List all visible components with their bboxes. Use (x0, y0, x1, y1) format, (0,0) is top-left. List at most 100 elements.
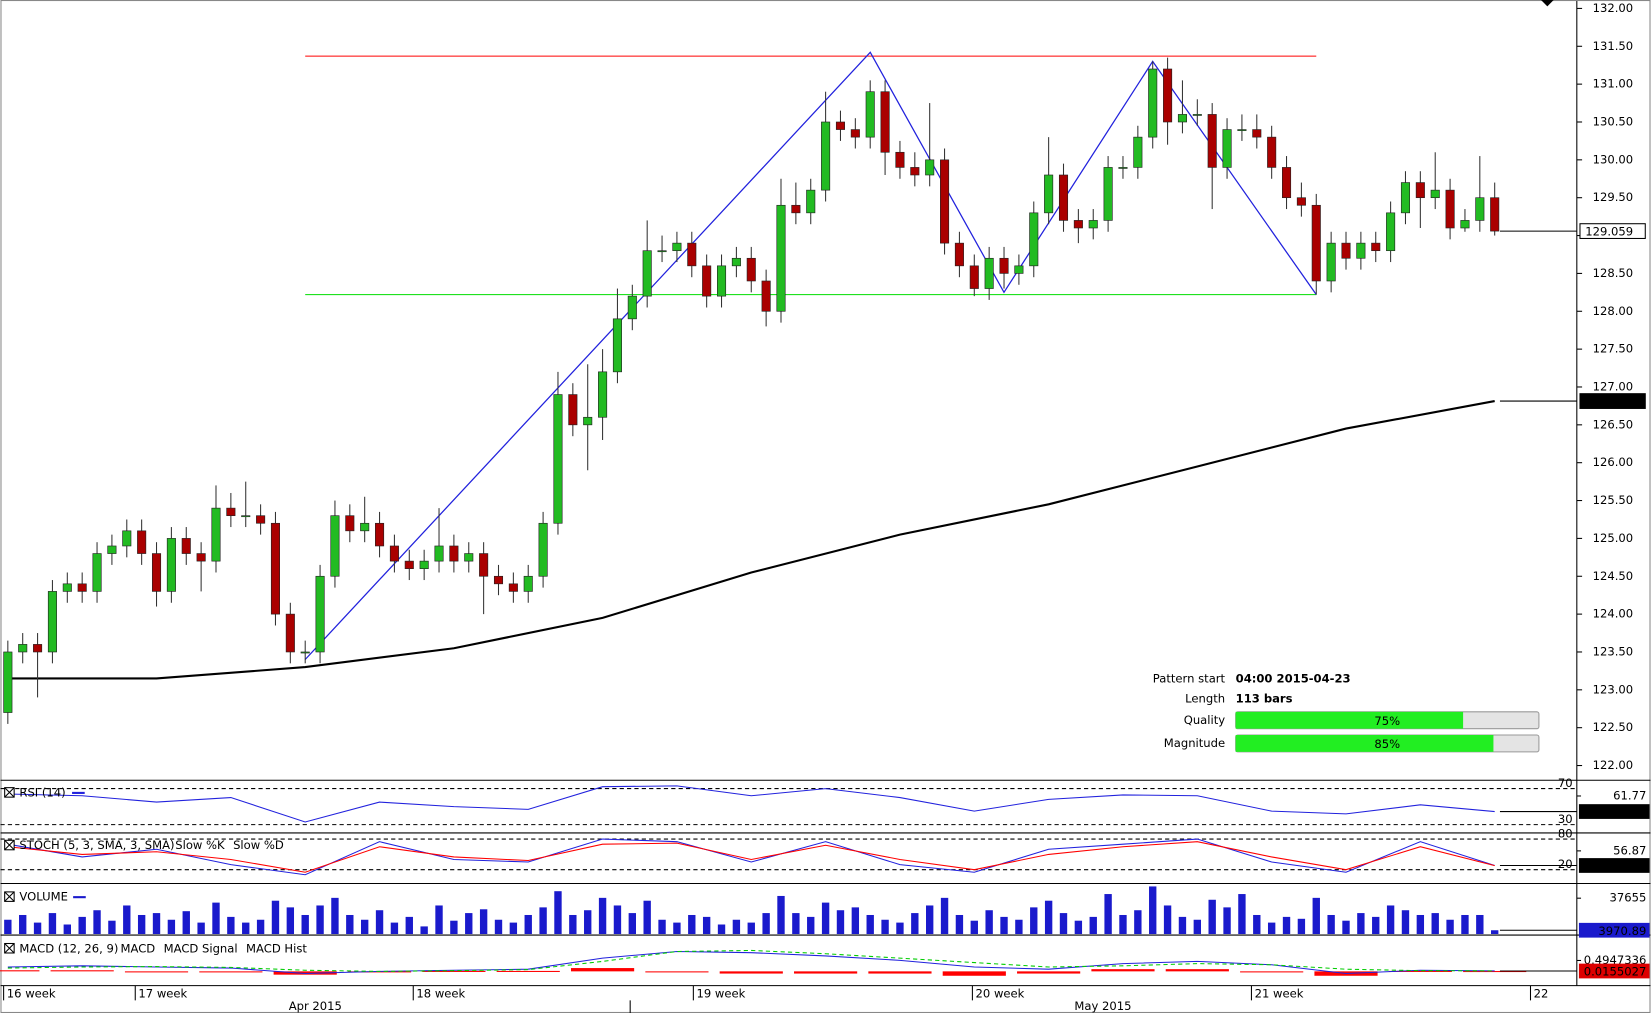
x-tick-label: 17 week (138, 987, 187, 1001)
candle-body (1371, 242, 1381, 252)
y-tick-label: 56.87 (1613, 843, 1646, 857)
volume-bar (762, 913, 770, 935)
volume-bar (1476, 914, 1484, 935)
candle-body (345, 515, 355, 532)
candle-body (107, 545, 117, 554)
volume-bar (1297, 918, 1306, 935)
y-tick-label: 37655 (1609, 891, 1646, 905)
last-price-label-box (1579, 223, 1646, 239)
y-tick-label: 127.00 (1593, 379, 1634, 393)
volume-bar (821, 902, 830, 935)
y-tick-label: 129.50 (1593, 190, 1634, 204)
volume-bar (1253, 914, 1261, 935)
volume-bar (1372, 916, 1380, 935)
candle-body (375, 522, 385, 547)
volume-bar (212, 902, 220, 935)
x-tick-label: 22 (1534, 987, 1549, 1001)
volume-bar (1327, 914, 1335, 935)
y-tick-label: 124.50 (1593, 569, 1634, 583)
volume-bar (108, 920, 116, 935)
volume-bar (346, 914, 354, 935)
candle-body (1237, 129, 1247, 131)
volume-bar (1104, 894, 1112, 935)
volume-bar (242, 922, 250, 935)
macd-line (7, 950, 1495, 975)
volume-bar (524, 914, 532, 935)
candle-body (1222, 129, 1232, 168)
volume-bar (940, 897, 949, 935)
x-tick-label: 18 week (416, 987, 465, 1001)
volume-bar (881, 919, 889, 935)
volume-bar (1491, 930, 1499, 935)
volume-bar (673, 922, 681, 935)
legend-entry: Slow %K (175, 838, 225, 852)
level-label: 70 (1558, 776, 1573, 790)
candle-body (776, 204, 786, 312)
volume-bar (554, 891, 562, 935)
candle-body (1058, 174, 1069, 221)
macd-hist-bar (1091, 969, 1155, 972)
volume-bar (1342, 920, 1350, 935)
panel-title: MACD (12, 26, 9) (19, 941, 118, 955)
candle-body (151, 553, 162, 592)
candle-body (1133, 136, 1143, 168)
candle-body (716, 265, 727, 297)
y-tick-label: 131.00 (1593, 77, 1634, 91)
candle-body (1296, 197, 1306, 206)
stoch-value-label-box (1578, 858, 1650, 873)
volume-bar (1238, 894, 1246, 935)
x-tick-label: 20 week (976, 987, 1025, 1001)
volume-bar (286, 907, 295, 935)
volume-bar (227, 916, 235, 935)
volume-bar (360, 919, 369, 935)
y-tick-label: 131.50 (1593, 39, 1634, 53)
candle-body (523, 575, 533, 592)
candle-body (612, 318, 622, 373)
candle-body (568, 394, 578, 426)
candle-body (553, 394, 563, 524)
info-bar (1235, 711, 1464, 729)
candle-body (122, 530, 132, 547)
volume-bar (1223, 907, 1231, 935)
candle-body (241, 515, 251, 518)
candle-body (835, 121, 846, 130)
candle-body (1044, 174, 1054, 214)
volume-bar (569, 914, 577, 935)
candle-body (449, 545, 459, 562)
candle-body (315, 575, 325, 653)
candle-body (761, 280, 771, 312)
volume-value-label-box (1578, 922, 1650, 938)
volume-bar (613, 905, 622, 935)
volume-bar (375, 910, 384, 935)
volume-bar (732, 919, 741, 935)
volume-bar (866, 914, 874, 935)
volume-bar (494, 919, 503, 935)
volume-bar (479, 909, 488, 935)
volume-bar (688, 914, 696, 935)
candle-body (672, 242, 682, 252)
volume-bar (1312, 897, 1320, 935)
candle-body (642, 250, 652, 297)
macd-hist-bar (794, 971, 858, 974)
macd-hist-bar (868, 971, 932, 974)
candle-body (493, 575, 504, 585)
volume-bar (405, 916, 413, 935)
volume-bar (777, 895, 785, 935)
candle-body (627, 295, 637, 320)
macd-signal (7, 949, 1495, 972)
candle-body (1252, 129, 1262, 138)
volume-bar (78, 916, 86, 935)
macd-hist-bar (1463, 971, 1527, 973)
y-tick-label: 127.50 (1593, 342, 1634, 356)
volume-bar (1193, 919, 1202, 935)
rsi-value-label-box (1578, 804, 1650, 819)
info-value: 04:00 2015-04-23 (1236, 672, 1351, 686)
panel-title: VOLUME (19, 890, 67, 904)
volume-bar (19, 914, 27, 935)
panel-icon-cross (4, 943, 15, 954)
candle-body (464, 553, 474, 562)
legend-entry: MACD Signal (164, 941, 238, 955)
volume-bar (1401, 910, 1410, 935)
macd-value-label: 0.0155027 (1584, 965, 1647, 979)
